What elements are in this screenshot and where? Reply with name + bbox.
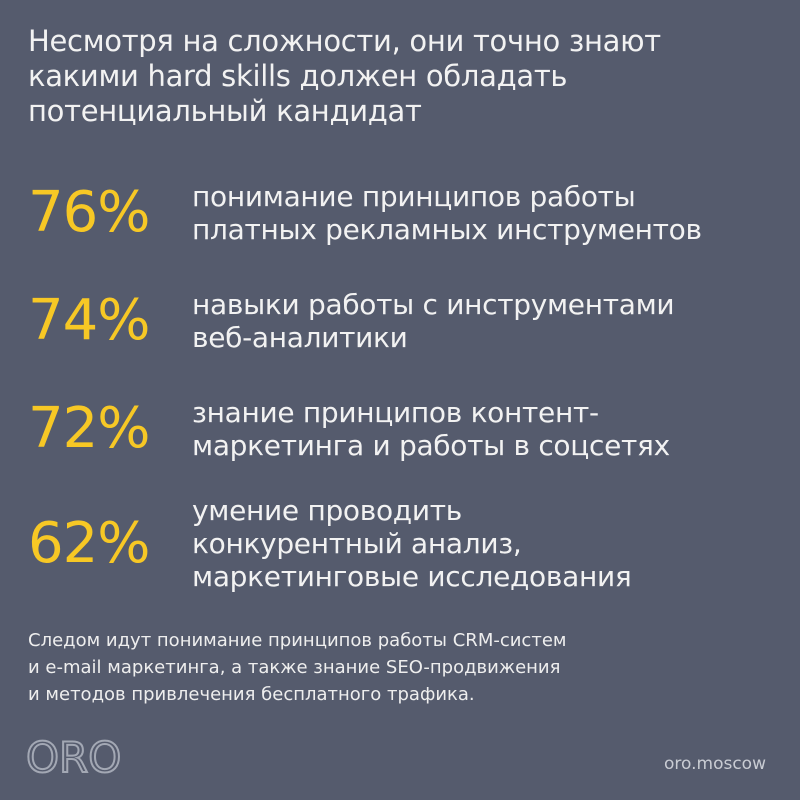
footnote: Следом идут понимание принципов работы C… — [28, 627, 566, 708]
skill-text: навыки работы с инструментами веб-аналити… — [192, 288, 675, 354]
skill-line: маркетинга и работы в соцсетях — [192, 429, 670, 462]
logo-text: ORO — [26, 733, 121, 780]
skill-text: знание принципов контент-маркетинга и ра… — [192, 396, 670, 462]
skill-line: маркетинговые исследования — [192, 560, 632, 593]
percent: 76% — [28, 180, 150, 245]
skill-line: умение проводить — [192, 494, 462, 527]
note-line: и e-mail маркетинга, а также знание SEO-… — [28, 657, 561, 678]
title-line: потенциальный кандидат — [28, 94, 422, 128]
title-line: какими hard skills должен обладать — [28, 59, 568, 93]
skill-text: понимание принципов работы платных реклам… — [192, 180, 702, 246]
skill-line: платных рекламных инструментов — [192, 213, 702, 246]
url: oro.moscow — [664, 754, 766, 774]
title: Несмотря на сложности, они точно знают ка… — [28, 24, 661, 129]
note-line: и методов привлечения бесплатного трафик… — [28, 684, 475, 705]
skill-line: навыки работы с инструментами — [192, 288, 675, 321]
percent: 74% — [28, 288, 150, 353]
skill-line: конкурентный анализ, — [192, 527, 522, 560]
skill-line: знание принципов контент- — [192, 396, 599, 429]
percent: 72% — [28, 396, 150, 461]
note-line: Следом идут понимание принципов работы C… — [28, 630, 567, 651]
skill-line: понимание принципов работы — [192, 180, 636, 213]
percent: 62% — [28, 510, 150, 576]
skill-line: веб-аналитики — [192, 321, 408, 354]
skill-text: умение проводить конкурентный анализ, марк… — [192, 494, 632, 593]
title-line: Несмотря на сложности, они точно знают — [28, 24, 661, 58]
logo: ORO — [25, 732, 122, 780]
